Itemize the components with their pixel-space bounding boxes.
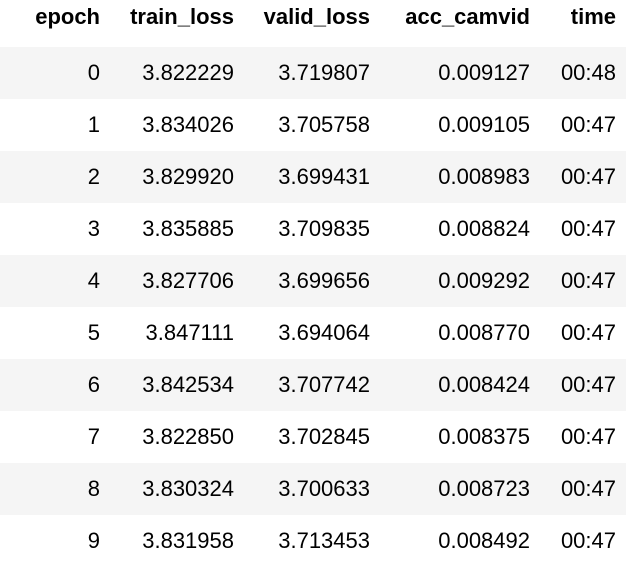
table-cell: 1 <box>87 112 100 137</box>
column-header: train_loss <box>110 0 244 47</box>
table-cell: 3.822229 <box>110 44 244 99</box>
table-cell: 0 <box>0 44 110 99</box>
table-cell: 0.008770 <box>438 320 530 345</box>
table-cell: 8 <box>0 463 110 515</box>
table-row: 7 3.822850 3.702845 0.008375 00:47 <box>0 411 626 463</box>
table-row: 1 3.834026 3.705758 0.009105 00:47 <box>0 99 626 151</box>
table-cell: 3 <box>87 216 100 241</box>
table-cell: 3.829920 <box>110 151 244 203</box>
table-body: 0 3.822229 3.719807 0.009127 00:48 1 3.834026 3… <box>0 44 626 568</box>
table-cell: 5 <box>87 320 100 345</box>
column-header: acc_camvid <box>380 0 540 47</box>
table-cell: 3.822850 <box>142 424 234 449</box>
column-header: valid_loss <box>244 0 380 47</box>
table-cell: 0.008824 <box>438 216 530 241</box>
table-row: 2 3.829920 3.699431 0.008983 00:47 <box>0 151 626 203</box>
table-cell: 3.694064 <box>278 320 370 345</box>
table-cell: 3.702845 <box>278 424 370 449</box>
table-cell: 3.705758 <box>278 112 370 137</box>
table-cell: 3.699431 <box>244 151 380 203</box>
table-row: 0 3.822229 3.719807 0.009127 00:48 <box>0 44 626 99</box>
table-row: 3 3.835885 3.709835 0.008824 00:47 <box>0 203 626 255</box>
table-cell: 0.008424 <box>380 359 540 411</box>
table-cell: 00:47 <box>540 255 626 307</box>
table-cell: 7 <box>87 424 100 449</box>
table-cell: 0.009127 <box>380 44 540 99</box>
table-cell: 0.008375 <box>438 424 530 449</box>
table-cell: 00:47 <box>540 359 626 411</box>
table-cell: 00:47 <box>540 151 626 203</box>
table-cell: 3.831958 <box>142 528 234 553</box>
table-row: 6 3.842534 3.707742 0.008424 00:47 <box>0 359 626 411</box>
column-header: time <box>540 0 626 47</box>
table-cell: 00:47 <box>560 320 616 345</box>
table-row: 4 3.827706 3.699656 0.009292 00:47 <box>0 255 626 307</box>
table-cell: 3.847111 <box>145 320 235 345</box>
table-cell: 3.842534 <box>110 359 244 411</box>
table-row: 5 3.847111 3.694064 0.008770 00:47 <box>0 307 626 359</box>
table-cell: 4 <box>0 255 110 307</box>
table-cell: 0.008492 <box>438 528 530 553</box>
table-cell: 6 <box>0 359 110 411</box>
table-cell: 3.707742 <box>244 359 380 411</box>
column-header: epoch <box>0 0 110 47</box>
table-cell: 9 <box>87 528 100 553</box>
table-cell: 0.009105 <box>438 112 530 137</box>
table-cell: 00:47 <box>560 528 616 553</box>
table-cell: 00:47 <box>560 216 616 241</box>
table-cell: 3.834026 <box>142 112 234 137</box>
table-cell: 00:47 <box>540 463 626 515</box>
table-cell: 3.830324 <box>110 463 244 515</box>
table-cell: 00:47 <box>560 424 616 449</box>
table-cell: 3.699656 <box>244 255 380 307</box>
table-row: 9 3.831958 3.713453 0.008492 00:47 <box>0 515 626 567</box>
table-cell: 00:47 <box>560 112 616 137</box>
table-cell: 3.713453 <box>278 528 370 553</box>
table-cell: 0.009292 <box>380 255 540 307</box>
table-row: 8 3.830324 3.700633 0.008723 00:47 <box>0 463 626 515</box>
table-cell: 3.700633 <box>244 463 380 515</box>
table-cell: 3.835885 <box>142 216 234 241</box>
table-cell: 3.827706 <box>110 255 244 307</box>
table-cell: 0.008983 <box>380 151 540 203</box>
header-row: epoch train_loss valid_loss acc_camvid time <box>0 0 626 47</box>
table-cell: 0.008723 <box>380 463 540 515</box>
table-cell: 3.719807 <box>244 44 380 99</box>
table-cell: 00:48 <box>540 44 626 99</box>
table-cell: 3.709835 <box>278 216 370 241</box>
table-cell: 2 <box>0 151 110 203</box>
